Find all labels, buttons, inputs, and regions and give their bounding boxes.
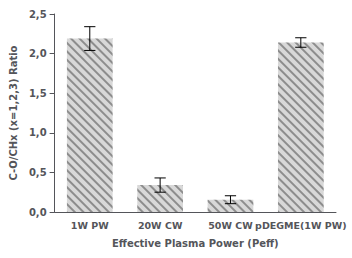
svg-text:2,5: 2,5	[29, 9, 47, 20]
svg-text:2,0: 2,0	[29, 48, 47, 59]
svg-text:pDEGME(1W PW): pDEGME(1W PW)	[255, 220, 346, 231]
svg-text:0,5: 0,5	[29, 167, 47, 178]
svg-text:50W CW: 50W CW	[208, 220, 253, 231]
svg-text:1W PW: 1W PW	[71, 220, 109, 231]
svg-text:Effective Plasma Power (Peff): Effective Plasma Power (Peff)	[112, 238, 279, 249]
svg-text:0,0: 0,0	[29, 207, 47, 218]
svg-text:1,5: 1,5	[29, 88, 47, 99]
svg-text:20W CW: 20W CW	[138, 220, 183, 231]
svg-text:C-O/CHx (x=1,2,3) Ratio: C-O/CHx (x=1,2,3) Ratio	[8, 45, 19, 180]
svg-text:1,0: 1,0	[29, 127, 47, 138]
